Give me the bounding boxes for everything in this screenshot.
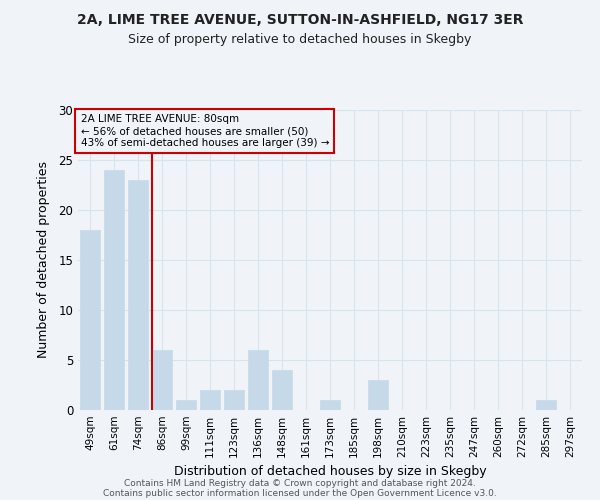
Text: Size of property relative to detached houses in Skegby: Size of property relative to detached ho… [128, 32, 472, 46]
Bar [248, 350, 268, 410]
Bar [536, 400, 556, 410]
Bar [104, 170, 124, 410]
Text: 2A, LIME TREE AVENUE, SUTTON-IN-ASHFIELD, NG17 3ER: 2A, LIME TREE AVENUE, SUTTON-IN-ASHFIELD… [77, 12, 523, 26]
Text: 2A LIME TREE AVENUE: 80sqm
← 56% of detached houses are smaller (50)
43% of semi: 2A LIME TREE AVENUE: 80sqm ← 56% of deta… [80, 114, 329, 148]
Bar [80, 230, 100, 410]
Bar [128, 180, 148, 410]
Bar [320, 400, 340, 410]
Bar [368, 380, 388, 410]
Bar [272, 370, 292, 410]
Bar [200, 390, 220, 410]
Bar [224, 390, 244, 410]
Text: Contains public sector information licensed under the Open Government Licence v3: Contains public sector information licen… [103, 488, 497, 498]
Y-axis label: Number of detached properties: Number of detached properties [37, 162, 50, 358]
Bar [152, 350, 172, 410]
X-axis label: Distribution of detached houses by size in Skegby: Distribution of detached houses by size … [173, 466, 487, 478]
Bar [176, 400, 196, 410]
Text: Contains HM Land Registry data © Crown copyright and database right 2024.: Contains HM Land Registry data © Crown c… [124, 478, 476, 488]
